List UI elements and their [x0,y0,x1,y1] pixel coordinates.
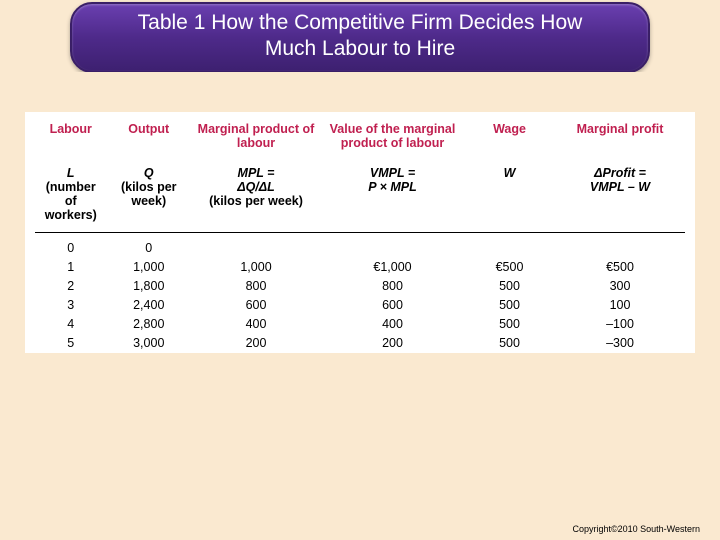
cell-VMPL: 400 [321,315,464,334]
cell-L: 3 [35,296,107,315]
sub-wage: W [464,160,555,233]
cell-VMPL: 800 [321,277,464,296]
cell-Q: 2,800 [107,315,192,334]
cell-VMPL: 200 [321,334,464,353]
title-pill: Table 1 How the Competitive Firm Decides… [70,2,650,73]
cell-MP: –100 [555,315,685,334]
table-row: 1 1,000 1,000 €1,000 €500 €500 [35,258,685,277]
cell-Q: 1,800 [107,277,192,296]
cell-MP: €500 [555,258,685,277]
cell-W: 500 [464,315,555,334]
hdr-labour: Labour [35,120,107,160]
cell-VMPL: €1,000 [321,258,464,277]
cell-W: €500 [464,258,555,277]
cell-MPL: 800 [191,277,321,296]
cell-MP [555,233,685,258]
sub-output: Q (kilos per week) [107,160,192,233]
title-line-2: Much Labour to Hire [90,36,630,62]
cell-W: 500 [464,334,555,353]
sub-labour: L (number of workers) [35,160,107,233]
cell-Q: 1,000 [107,258,192,277]
table-row: 2 1,800 800 800 500 300 [35,277,685,296]
cell-MP: 100 [555,296,685,315]
cell-W: 500 [464,277,555,296]
cell-L: 2 [35,277,107,296]
cell-Q: 0 [107,233,192,258]
cell-MP: –300 [555,334,685,353]
title-line-1: Table 1 How the Competitive Firm Decides… [90,10,630,36]
hdr-output: Output [107,120,192,160]
table-row: 5 3,000 200 200 500 –300 [35,334,685,353]
table-row: 4 2,800 400 400 500 –100 [35,315,685,334]
cell-Q: 3,000 [107,334,192,353]
header-row: Labour Output Marginal product of labour… [35,120,685,160]
cell-L: 4 [35,315,107,334]
cell-MP: 300 [555,277,685,296]
table-row: 0 0 [35,233,685,258]
hdr-mpl: Marginal product of labour [191,120,321,160]
subheader-row: L (number of workers) Q (kilos per week)… [35,160,685,233]
cell-L: 5 [35,334,107,353]
header-bar: Table 1 How the Competitive Firm Decides… [0,0,720,72]
labour-table: Labour Output Marginal product of labour… [35,120,685,353]
cell-W [464,233,555,258]
cell-VMPL: 600 [321,296,464,315]
hdr-wage: Wage [464,120,555,160]
copyright-text: Copyright©2010 South-Western [572,524,700,534]
cell-VMPL [321,233,464,258]
table-row: 3 2,400 600 600 500 100 [35,296,685,315]
hdr-mprofit: Marginal profit [555,120,685,160]
labour-table-wrap: Labour Output Marginal product of labour… [25,112,695,353]
table-body: 0 0 1 1,000 1,000 €1,000 €500 €500 2 [35,233,685,353]
slide-body: Labour Output Marginal product of labour… [0,72,720,540]
cell-MPL [191,233,321,258]
cell-L: 1 [35,258,107,277]
cell-MPL: 400 [191,315,321,334]
sub-mprofit: ΔProfit = VMPL – W [555,160,685,233]
hdr-vmpl: Value of the marginal product of labour [321,120,464,160]
cell-L: 0 [35,233,107,258]
cell-MPL: 200 [191,334,321,353]
sub-mpl: MPL = ΔQ/ΔL (kilos per week) [191,160,321,233]
cell-MPL: 600 [191,296,321,315]
cell-W: 500 [464,296,555,315]
sub-vmpl: VMPL = P × MPL [321,160,464,233]
cell-Q: 2,400 [107,296,192,315]
cell-MPL: 1,000 [191,258,321,277]
